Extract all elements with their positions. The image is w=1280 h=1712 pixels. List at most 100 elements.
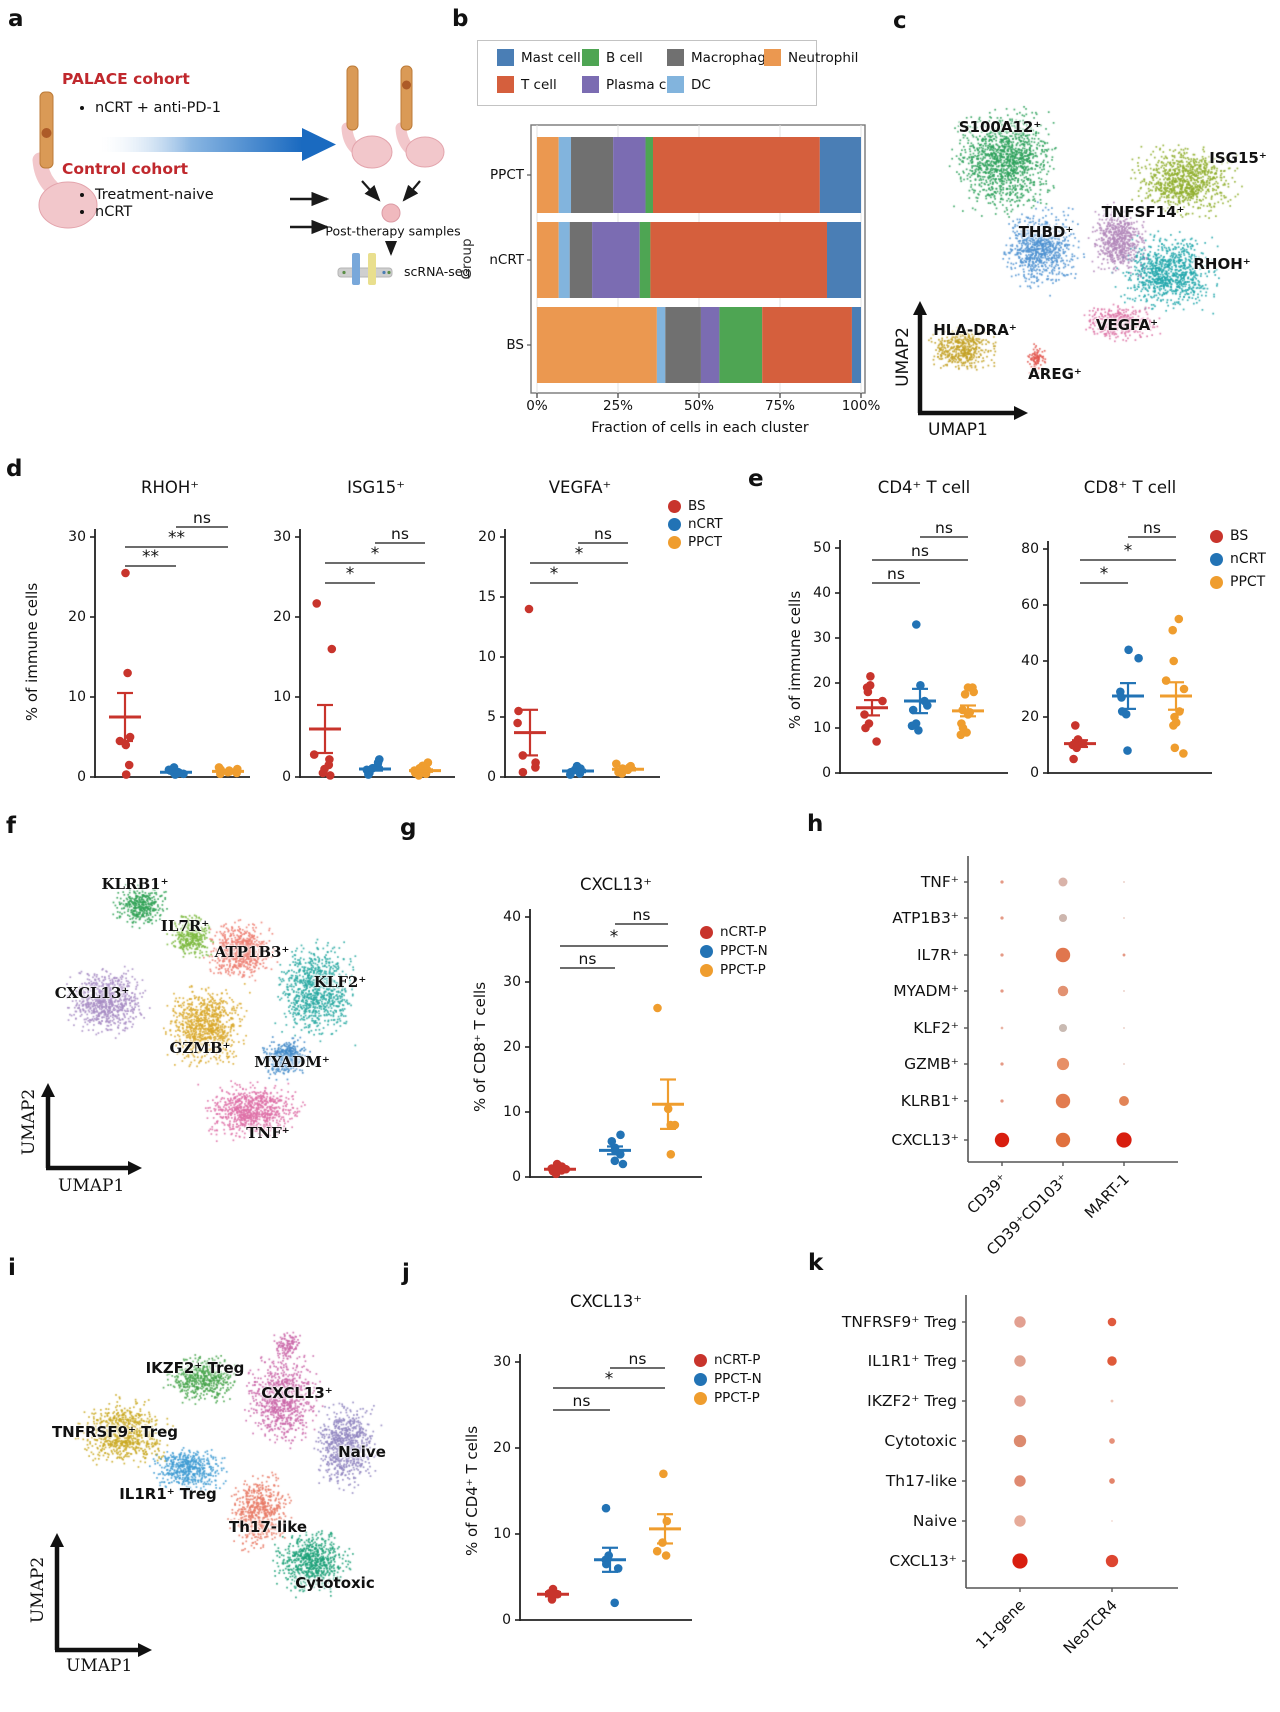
svg-text:ATP1B3⁺: ATP1B3⁺ [892,909,959,927]
k-matrix-dot-2-1 [1110,1399,1114,1403]
svg-text:GZMB⁺: GZMB⁺ [904,1055,959,1073]
svg-text:30: 30 [68,529,86,545]
cluster-label-cytotoxic: Cytotoxic [295,1574,375,1592]
ncrt-dot-icon [1210,552,1223,566]
d-isg15-errorbar-nCRT [359,766,391,772]
cluster-label-naive: Naive [338,1443,386,1461]
legend-j-ppctp: PPCT-P [694,1390,760,1406]
svg-text:ns: ns [579,950,597,968]
h-matrix-dot-0-2 [1123,881,1125,883]
esophagus-post-1-icon [341,65,393,169]
control-bullet-list: Treatment-naive nCRT [78,186,214,221]
panel-letter-a: a [8,6,24,32]
cluster-label-th17: Th17-like [228,1518,308,1536]
h-matrix-dot-1-2 [1123,917,1125,919]
cluster-label-vegfa: VEGFA⁺ [1095,316,1159,334]
k-matrix-dot-3-1 [1109,1438,1115,1444]
svg-text:ns: ns [594,525,612,543]
j-cxcl13-errorbar-PPCT-P [649,1513,681,1545]
svg-text:40: 40 [813,585,831,601]
e-cd4-errorbar-nCRT [904,687,936,715]
svg-text:30: 30 [503,974,521,990]
k-matrix-dot-1-1 [1107,1356,1117,1366]
ncrt-label: nCRT [1230,551,1266,567]
svg-text:5: 5 [487,709,496,725]
svg-text:20: 20 [478,529,496,545]
scrna-seq-label: scRNA-seq [404,264,471,279]
svg-text:25%: 25% [603,398,633,414]
svg-text:20: 20 [273,609,291,625]
svg-text:0: 0 [502,1612,511,1628]
ncrtp-label: nCRT-P [720,924,767,940]
h-matrix-dot-3-0 [1000,989,1004,993]
e-cd8-errorbar-nCRT [1112,682,1144,710]
umap-f-xlabel: UMAP1 [58,1176,125,1196]
ppctp-label: PPCT-P [720,962,766,978]
legend-g-ppctp: PPCT-P [700,962,766,978]
h-matrix-dot-3-2 [1123,990,1125,992]
d-isg15-errorbar-PPCT [409,768,441,773]
cluster-label-tnf: TNF⁺ [246,1124,290,1142]
legend-item-b-cell: B cell [582,49,643,66]
svg-text:ns: ns [1143,519,1161,537]
h-matrix-dot-0-1 [1058,877,1068,887]
neutrophil-swatch [764,49,781,66]
d-vegfa-errorbar-BS [514,708,546,757]
svg-text:*: * [575,544,584,564]
svg-text:10: 10 [68,689,86,705]
svg-text:MYADM⁺: MYADM⁺ [893,982,959,1000]
title-cd4: CD4⁺ T cell [877,478,971,497]
d-vegfa-errorbar-PPCT [612,766,644,772]
svg-text:MART-1: MART-1 [1081,1170,1133,1222]
cluster-label-il1r1: IL1R1⁺ Treg [119,1485,217,1503]
legend-item-dc: DC [667,76,711,93]
panel-letter-c: c [893,8,907,34]
ppct-dot-icon [668,535,681,549]
h-matrix-dot-6-1 [1055,1093,1071,1109]
title-j-cxcl13: CXCL13⁺ [569,1292,643,1311]
bar-BS [537,307,861,383]
svg-text:0: 0 [822,765,831,781]
title-isg15: ISG15⁺ [347,478,405,497]
svg-text:ns: ns [935,519,953,537]
e-cd4-errorbar-BS [856,698,888,717]
cluster-label-gzmb: GZMB⁺ [169,1039,231,1057]
svg-text:KLF2⁺: KLF2⁺ [913,1019,959,1037]
svg-text:20: 20 [493,1440,511,1456]
control-bullet-1: Treatment-naive [95,187,214,203]
svg-text:Cytotoxic: Cytotoxic [884,1432,957,1450]
svg-text:*: * [371,544,380,564]
d-rhoh-errorbar-nCRT [160,769,192,775]
j-cxcl13-errorbar-nCRT-P [537,1590,569,1598]
umap-i-ylabel: UMAP2 [28,1556,48,1624]
palace-bullet-list: nCRT + anti-PD-1 [78,99,221,117]
svg-text:*: * [1124,541,1133,561]
umap-c-ylabel: UMAP2 [893,327,913,387]
cluster-label-klrb1: KLRB1⁺ [101,875,169,893]
chart-h-matrix: TNF⁺ ATP1B3⁺ IL7R⁺ MYADM⁺ KLF2⁺ GZMB⁺ KLRB1⁺ CX… [891,856,1178,1259]
svg-text:0: 0 [487,769,496,785]
svg-text:*: * [610,927,619,947]
sample-arrow-1 [361,180,381,202]
svg-text:50: 50 [813,540,831,556]
svg-text:IL7R⁺: IL7R⁺ [917,946,959,964]
svg-text:ns: ns [633,906,651,924]
svg-text:30: 30 [493,1354,511,1370]
palace-cohort-title: PALACE cohort [62,70,190,88]
svg-text:10: 10 [813,720,831,736]
legend-g-ppctn: PPCT-N [700,943,768,959]
chart-g-cxcl13: 0 10 20 30 40 ns * ns [503,906,702,1185]
ncrtp-dot-icon [700,925,713,939]
svg-text:TNF⁺: TNF⁺ [920,873,959,891]
bs-dot-icon [668,499,681,513]
d-vegfa-dots-BS [513,604,540,777]
svg-text:20: 20 [68,609,86,625]
d-rhoh-dots-BS [115,568,135,779]
panel-b-legend-box [477,40,817,106]
svg-text:*: * [346,564,355,584]
svg-text:ns: ns [629,1350,647,1368]
ppctn-label: PPCT-N [720,943,768,959]
dc-swatch [667,76,684,93]
g-cxcl13-errorbar-PPCT-N [599,1145,631,1156]
